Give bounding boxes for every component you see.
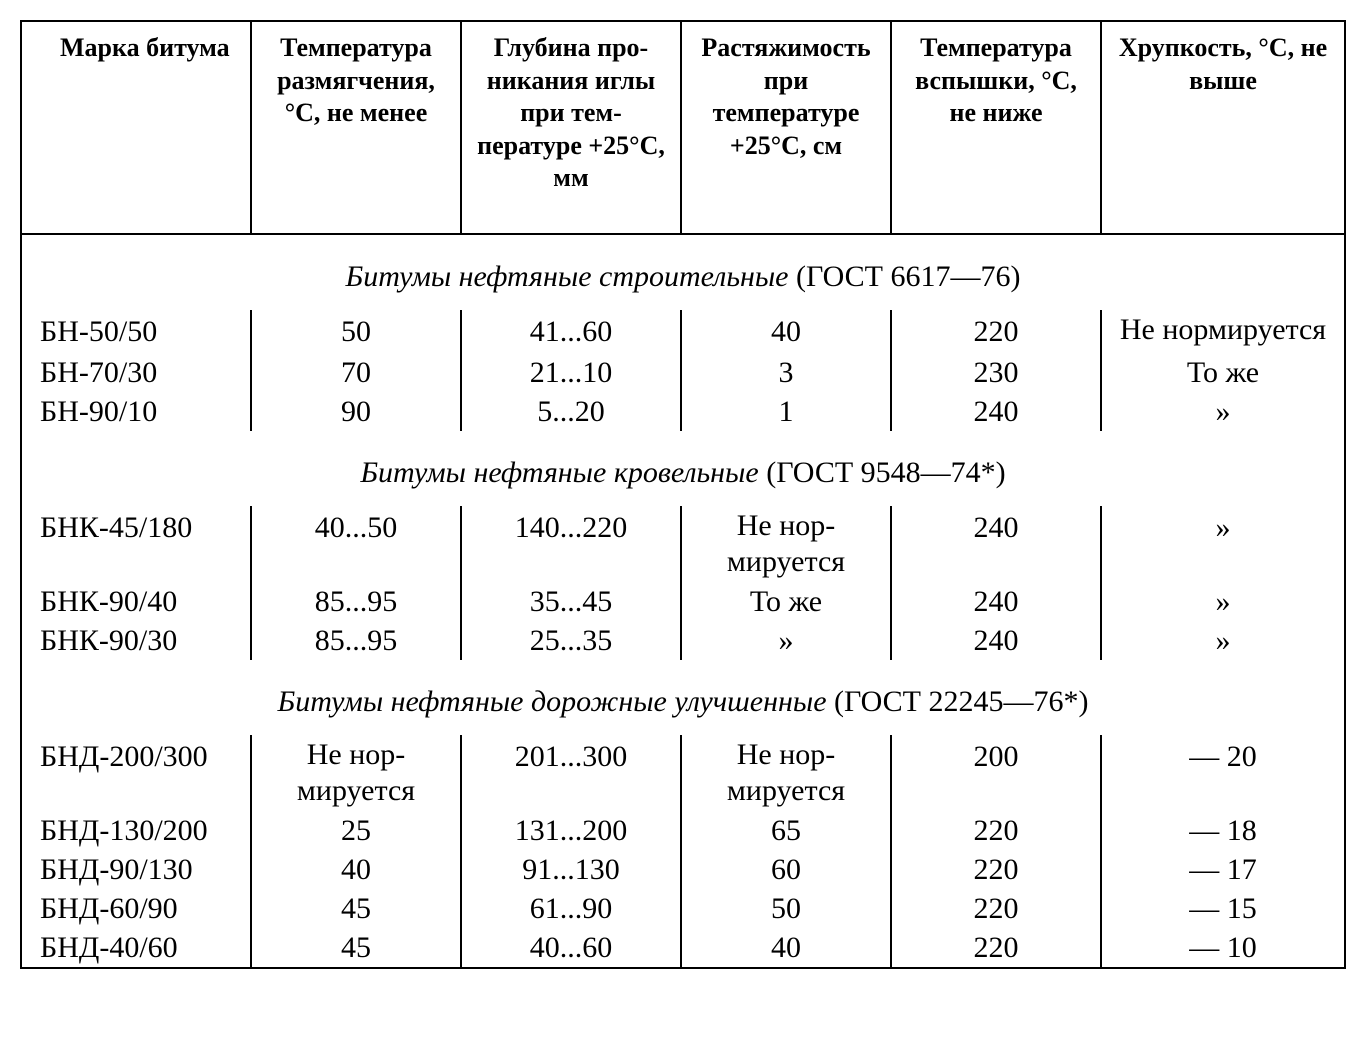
col-header-brand: Марка битума [21,21,251,234]
cell-flash: 220 [891,928,1101,968]
cell-extensibility: Не нор­мируется [681,506,891,582]
cell-brittleness: » [1101,582,1345,621]
cell-penetration: 5...20 [461,392,681,431]
cell-flash: 220 [891,889,1101,928]
cell-extensibility: » [681,621,891,660]
cell-brand: БНД-130/200 [21,811,251,850]
cell-softening: 45 [251,928,461,968]
cell-brittleness: — 15 [1101,889,1345,928]
section-title-italic: Битумы нефтяные кровельные [360,456,758,489]
cell-softening: 50 [251,310,461,353]
cell-extensibility: 40 [681,310,891,353]
cell-brittleness: — 10 [1101,928,1345,968]
cell-extensibility: Не нор­мируется [681,735,891,811]
bitumen-properties-table: Марка битума Температура размягчения, °C… [20,20,1344,969]
cell-penetration: 40...60 [461,928,681,968]
cell-brittleness: — 18 [1101,811,1345,850]
table-row: БНД-130/200 25 131...200 65 220 — 18 [21,811,1345,850]
cell-extensibility: 1 [681,392,891,431]
table-row: БНД-40/60 45 40...60 40 220 — 10 [21,928,1345,968]
cell-extensibility: 40 [681,928,891,968]
cell-penetration: 91...130 [461,850,681,889]
cell-flash: 220 [891,811,1101,850]
section-title: Битумы нефтяные кровельные (ГОСТ 9548—74… [21,431,1345,506]
cell-extensibility: 3 [681,353,891,392]
col-header-flash: Температура вспышки, °C, не ниже [891,21,1101,234]
col-header-brittleness: Хрупкость, °C, не выше [1101,21,1345,234]
cell-brand: БНД-90/130 [21,850,251,889]
section-title-italic: Битумы нефтяные дорожные улучшенные [278,685,827,718]
cell-flash: 200 [891,735,1101,811]
cell-softening: 40 [251,850,461,889]
table-row: БНД-200/300 Не нор­мируется 201...300 Не… [21,735,1345,811]
section-title-paren: (ГОСТ 9548—74*) [766,456,1005,489]
table-row: БНД-90/130 40 91...130 60 220 — 17 [21,850,1345,889]
cell-softening: 85...95 [251,582,461,621]
cell-softening: 45 [251,889,461,928]
section-title-italic: Битумы нефтяные строительные [346,260,789,293]
cell-penetration: 61...90 [461,889,681,928]
table-row: БНК-45/180 40...50 140...220 Не нор­миру… [21,506,1345,582]
cell-brand: БНК-90/40 [21,582,251,621]
cell-brittleness: » [1101,392,1345,431]
table-row: БНК-90/30 85...95 25...35 » 240 » [21,621,1345,660]
cell-flash: 230 [891,353,1101,392]
section-title-row: Битумы нефтяные кровельные (ГОСТ 9548—74… [21,431,1345,506]
section-title-row: Битумы нефтяные строительные (ГОСТ 6617—… [21,234,1345,310]
cell-penetration: 201...300 [461,735,681,811]
cell-softening: 90 [251,392,461,431]
cell-flash: 240 [891,621,1101,660]
cell-penetration: 41...60 [461,310,681,353]
col-header-extensibility: Растяжи­мость при температуре +25°C, см [681,21,891,234]
cell-brand: БНК-90/30 [21,621,251,660]
cell-brand: БНД-200/300 [21,735,251,811]
cell-flash: 240 [891,582,1101,621]
cell-penetration: 131...200 [461,811,681,850]
table-row: БН-70/30 70 21...10 3 230 То же [21,353,1345,392]
cell-brand: БН-50/50 [21,310,251,353]
col-header-penetration: Глубина про­никания иг­лы при тем­перату… [461,21,681,234]
cell-softening: 85...95 [251,621,461,660]
cell-brittleness: Не нор­мируется [1101,310,1345,353]
cell-brittleness: — 20 [1101,735,1345,811]
cell-extensibility: 65 [681,811,891,850]
cell-brittleness: — 17 [1101,850,1345,889]
cell-brittleness: » [1101,506,1345,582]
cell-penetration: 21...10 [461,353,681,392]
cell-brittleness: То же [1101,353,1345,392]
cell-softening: Не нор­мируется [251,735,461,811]
cell-penetration: 35...45 [461,582,681,621]
cell-brand: БН-70/30 [21,353,251,392]
cell-brand: БНД-60/90 [21,889,251,928]
cell-brand: БНД-40/60 [21,928,251,968]
cell-flash: 240 [891,392,1101,431]
cell-penetration: 140...220 [461,506,681,582]
section-title-paren: (ГОСТ 6617—76) [796,260,1020,293]
table-row: БНК-90/40 85...95 35...45 То же 240 » [21,582,1345,621]
cell-extensibility: То же [681,582,891,621]
section-title: Битумы нефтяные строительные (ГОСТ 6617—… [21,234,1345,310]
cell-flash: 220 [891,310,1101,353]
cell-softening: 25 [251,811,461,850]
section-title: Битумы нефтяные дорожные улучшенные (ГОС… [21,660,1345,735]
table-row: БНД-60/90 45 61...90 50 220 — 15 [21,889,1345,928]
cell-brittleness: » [1101,621,1345,660]
cell-flash: 220 [891,850,1101,889]
cell-softening: 40...50 [251,506,461,582]
table-row: БН-50/50 50 41...60 40 220 Не нор­мирует… [21,310,1345,353]
section-title-row: Битумы нефтяные дорожные улучшенные (ГОС… [21,660,1345,735]
cell-brand: БН-90/10 [21,392,251,431]
cell-penetration: 25...35 [461,621,681,660]
col-header-softening: Температура размягчения, °C, не менее [251,21,461,234]
cell-extensibility: 50 [681,889,891,928]
table: Марка битума Температура размягчения, °C… [20,20,1346,969]
table-row: БН-90/10 90 5...20 1 240 » [21,392,1345,431]
cell-brand: БНК-45/180 [21,506,251,582]
cell-flash: 240 [891,506,1101,582]
cell-extensibility: 60 [681,850,891,889]
section-title-paren: (ГОСТ 22245—76*) [834,685,1088,718]
cell-softening: 70 [251,353,461,392]
table-header-row: Марка битума Температура размягчения, °C… [21,21,1345,234]
